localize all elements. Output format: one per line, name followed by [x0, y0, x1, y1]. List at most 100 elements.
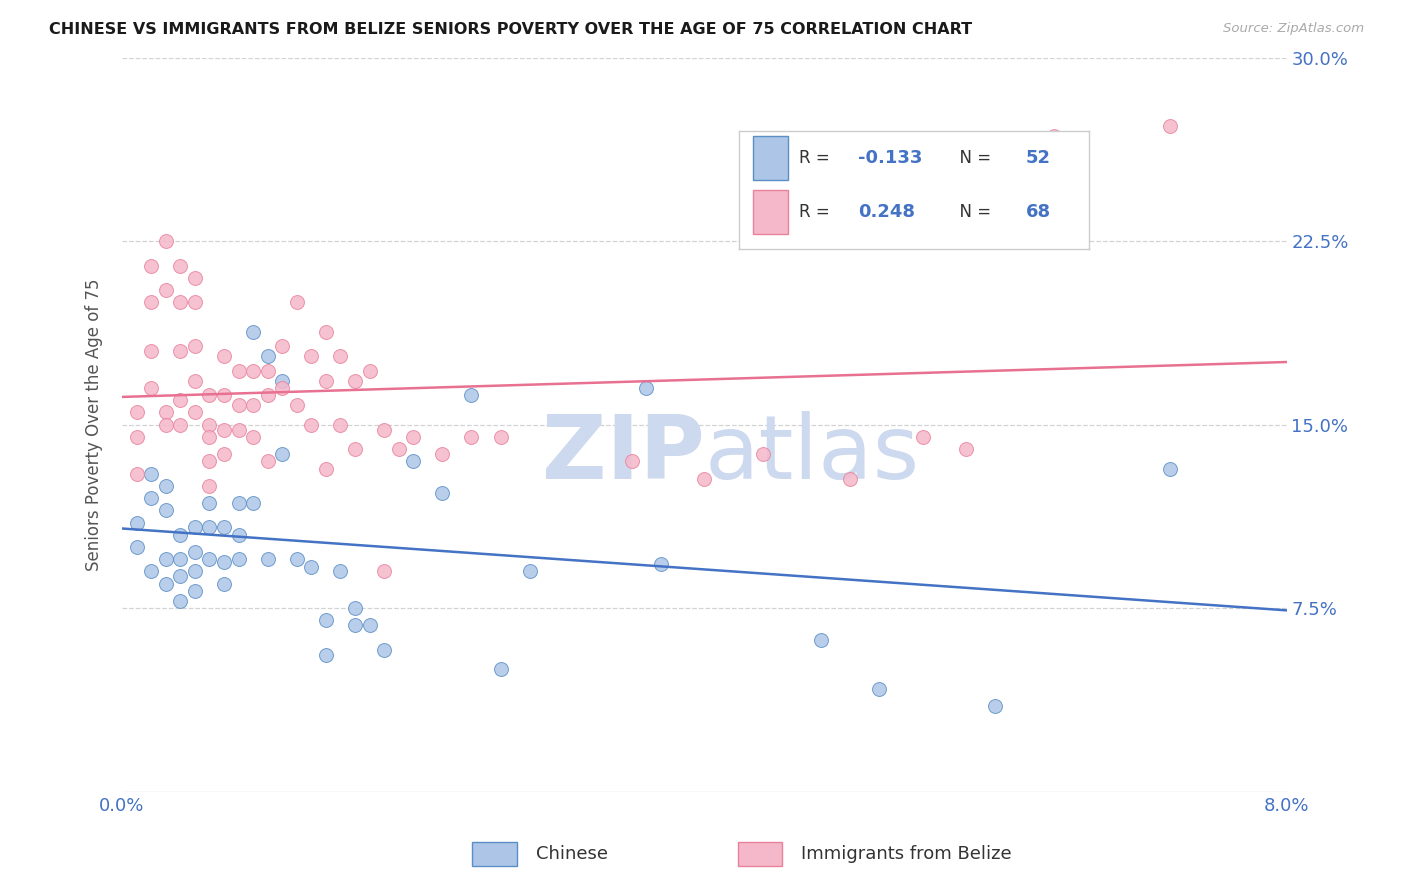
- Point: [169, 393, 191, 408]
- Point: [693, 471, 716, 485]
- Point: [141, 467, 163, 481]
- Point: [184, 584, 207, 599]
- Point: [489, 430, 512, 444]
- Bar: [738, 842, 783, 866]
- Point: [329, 349, 352, 363]
- Point: [242, 364, 264, 378]
- Point: [460, 388, 482, 402]
- Point: [911, 430, 934, 444]
- Point: [155, 479, 177, 493]
- Point: [141, 491, 163, 505]
- Point: [955, 442, 977, 457]
- Point: [198, 479, 221, 493]
- Point: [343, 618, 366, 632]
- Point: [489, 662, 512, 676]
- Point: [299, 559, 322, 574]
- Point: [155, 503, 177, 517]
- Point: [155, 417, 177, 432]
- Point: [256, 364, 278, 378]
- Point: [343, 442, 366, 457]
- Point: [155, 405, 177, 419]
- Point: [184, 339, 207, 353]
- Point: [228, 398, 250, 412]
- Point: [198, 388, 221, 402]
- Y-axis label: Seniors Poverty Over the Age of 75: Seniors Poverty Over the Age of 75: [86, 278, 103, 571]
- Point: [315, 374, 337, 388]
- Point: [373, 565, 395, 579]
- Point: [155, 552, 177, 566]
- Point: [228, 423, 250, 437]
- Point: [402, 454, 425, 468]
- Point: [169, 295, 191, 310]
- Point: [388, 442, 411, 457]
- Point: [315, 325, 337, 339]
- Point: [169, 259, 191, 273]
- Text: ZIP: ZIP: [541, 410, 704, 498]
- Point: [620, 454, 643, 468]
- Point: [212, 520, 235, 534]
- Point: [256, 388, 278, 402]
- Point: [141, 381, 163, 395]
- Point: [212, 447, 235, 461]
- Point: [184, 374, 207, 388]
- Point: [1042, 128, 1064, 143]
- Point: [285, 295, 308, 310]
- Point: [198, 430, 221, 444]
- Point: [256, 552, 278, 566]
- Point: [810, 632, 832, 647]
- Point: [184, 520, 207, 534]
- Point: [125, 467, 148, 481]
- Point: [228, 528, 250, 542]
- Point: [636, 381, 658, 395]
- Point: [169, 594, 191, 608]
- Point: [299, 349, 322, 363]
- Point: [169, 528, 191, 542]
- Text: Immigrants from Belize: Immigrants from Belize: [801, 845, 1012, 863]
- Text: Chinese: Chinese: [536, 845, 607, 863]
- Point: [1159, 461, 1181, 475]
- Point: [271, 381, 294, 395]
- Point: [198, 552, 221, 566]
- Point: [125, 430, 148, 444]
- Point: [984, 699, 1007, 714]
- Point: [285, 552, 308, 566]
- Point: [271, 447, 294, 461]
- Point: [868, 681, 890, 696]
- Point: [184, 545, 207, 559]
- Point: [169, 417, 191, 432]
- Point: [184, 565, 207, 579]
- Point: [155, 283, 177, 297]
- Point: [329, 565, 352, 579]
- Point: [256, 454, 278, 468]
- Point: [198, 520, 221, 534]
- Point: [198, 417, 221, 432]
- Point: [169, 569, 191, 583]
- Point: [343, 601, 366, 615]
- Point: [125, 516, 148, 530]
- Point: [228, 496, 250, 510]
- Point: [373, 423, 395, 437]
- Point: [212, 423, 235, 437]
- Point: [359, 618, 381, 632]
- Point: [751, 447, 773, 461]
- Point: [432, 447, 454, 461]
- Bar: [472, 842, 517, 866]
- Point: [329, 417, 352, 432]
- Point: [519, 565, 541, 579]
- Point: [198, 454, 221, 468]
- Point: [242, 496, 264, 510]
- Point: [184, 405, 207, 419]
- Point: [242, 325, 264, 339]
- Point: [125, 405, 148, 419]
- Text: atlas: atlas: [704, 410, 920, 498]
- Point: [1159, 119, 1181, 133]
- Point: [299, 417, 322, 432]
- Point: [650, 557, 672, 571]
- Point: [359, 364, 381, 378]
- Point: [141, 295, 163, 310]
- Point: [373, 642, 395, 657]
- Point: [838, 471, 860, 485]
- Point: [228, 364, 250, 378]
- Point: [460, 430, 482, 444]
- Point: [285, 398, 308, 412]
